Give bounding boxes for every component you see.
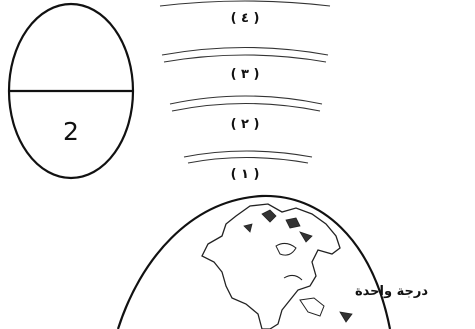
arc-1-lower (187, 156, 309, 164)
score-bottom-value: 2 (63, 117, 79, 146)
layer-label-3: ( ٣ ) (231, 67, 260, 82)
landmass-south (299, 297, 325, 317)
layer-label-2: ( ٢ ) (231, 117, 260, 132)
island-5 (339, 311, 353, 323)
island-2 (285, 217, 301, 229)
arc-3-lower (163, 54, 327, 63)
layer-label-4: ( ٤ ) (231, 11, 260, 26)
island-4 (243, 223, 253, 233)
arc-1-upper (183, 150, 313, 158)
atmosphere-arcs (159, 0, 331, 164)
bay-outline (275, 242, 297, 256)
score-caption: درجة واحدة (355, 284, 429, 299)
arc-4-lower (159, 0, 331, 7)
score-oval: 2 (7, 2, 135, 180)
arc-2-upper (169, 95, 323, 105)
lake-outline (283, 274, 303, 281)
arc-3-upper (161, 46, 329, 56)
island-3 (299, 231, 313, 243)
earth-globe (116, 194, 392, 329)
layer-label-1: ( ١ ) (231, 167, 260, 182)
island-1 (261, 209, 277, 223)
arc-2-lower (171, 102, 321, 112)
